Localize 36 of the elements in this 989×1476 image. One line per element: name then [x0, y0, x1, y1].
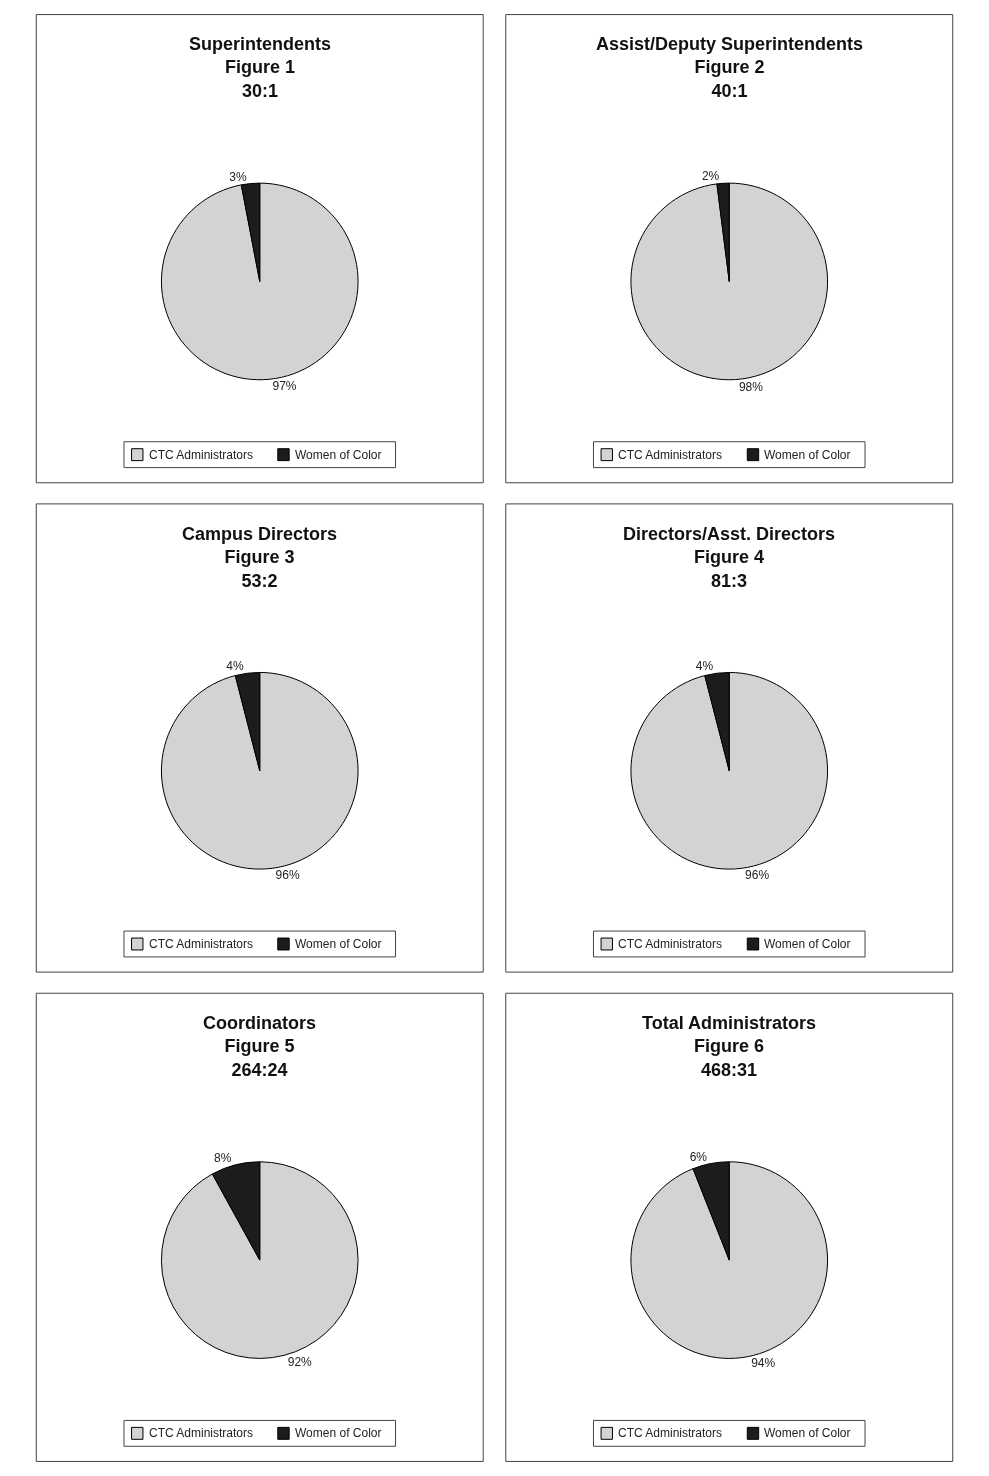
data-label: 98% [738, 379, 764, 394]
chart-title: Total Administrators Figure 6 468:31 [642, 1013, 817, 1080]
legend-label: CTC Administrators [149, 1426, 254, 1440]
legend-label: CTC Administrators [618, 1426, 723, 1440]
data-label: 97% [272, 379, 297, 394]
data-label: 4% [695, 659, 714, 674]
chart-title: Directors/Asst. Directors Figure 4 81:3 [623, 524, 836, 591]
pie-slice [161, 1161, 359, 1359]
data-label: 96% [275, 868, 300, 883]
data-label: 96% [745, 868, 770, 883]
legend-label: Women of Color [295, 448, 382, 462]
legend-label: CTC Administrators [149, 937, 254, 951]
legend-label: Women of Color [764, 448, 851, 462]
pie-slice [630, 671, 829, 870]
data-label: 2% [701, 169, 720, 184]
legend-label: Women of Color [764, 937, 851, 951]
chart-title: Superintendents Figure 1 30:1 [189, 34, 332, 101]
legend-label: Women of Color [295, 1426, 382, 1440]
data-label: 92% [287, 1354, 313, 1369]
legend-label: CTC Administrators [149, 448, 254, 462]
data-label: 94% [751, 1356, 776, 1371]
data-label: 6% [689, 1149, 708, 1164]
legend-label: CTC Administrators [618, 937, 723, 951]
legend-label: Women of Color [764, 1426, 851, 1440]
chart-title: Assist/Deputy Superintendents Figure 2 40:1 [596, 34, 864, 101]
chart-title: Coordinators Figure 5 264:24 [203, 1013, 317, 1080]
data-label: 4% [226, 659, 244, 674]
legend-label: CTC Administrators [618, 448, 723, 462]
pie-slice [630, 182, 829, 381]
legend-label: Women of Color [295, 937, 382, 951]
chart-title: Campus Directors Figure 3 53:2 [182, 524, 338, 591]
pie-slice [630, 1161, 829, 1359]
data-label: 8% [214, 1151, 232, 1166]
pie-slice [161, 182, 359, 381]
data-label: 3% [229, 169, 247, 184]
pie-slice [160, 671, 359, 870]
